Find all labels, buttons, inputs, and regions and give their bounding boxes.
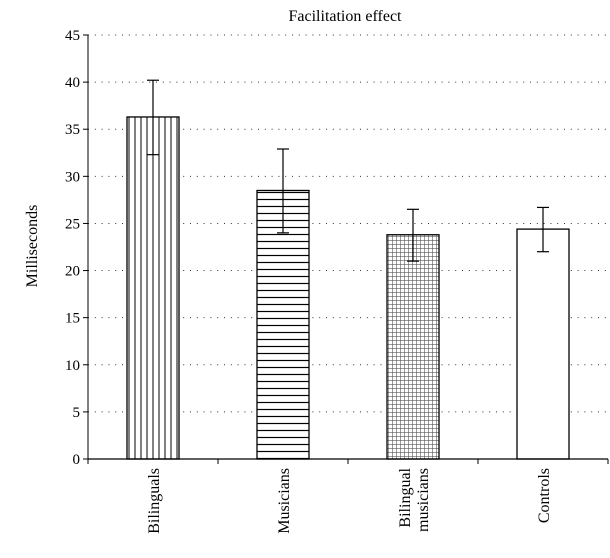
y-tick-label: 0 [73, 452, 81, 468]
x-category-label: Musicians [276, 468, 293, 534]
x-category-label: Bilinguals [146, 468, 163, 534]
y-tick-label: 35 [65, 122, 80, 138]
y-tick-label: 45 [65, 28, 80, 44]
x-axis: Bilinguals Musicians Bilingual musicians Con… [87, 458, 609, 534]
bar [516, 228, 570, 460]
bar [256, 189, 310, 460]
y-tick-label: 20 [65, 264, 80, 280]
y-tick-label: 30 [65, 169, 80, 185]
y-tick-label: 25 [65, 216, 80, 232]
x-category-label: musicians [415, 468, 432, 532]
bar [126, 116, 180, 460]
y-tick-label: 40 [65, 75, 80, 91]
y-tick-label: 10 [65, 358, 80, 374]
x-category-label: Controls [536, 468, 553, 523]
y-axis: 0 5 10 15 20 25 30 35 40 45 [65, 28, 89, 468]
y-tick-label: 15 [65, 311, 80, 327]
bars [126, 79, 570, 460]
bar [386, 234, 440, 460]
x-category-label: Bilingual [397, 467, 414, 527]
y-axis-label: Milliseconds [24, 205, 41, 288]
chart-title: Facilitation effect [289, 8, 403, 25]
y-tick-label: 5 [73, 405, 81, 421]
